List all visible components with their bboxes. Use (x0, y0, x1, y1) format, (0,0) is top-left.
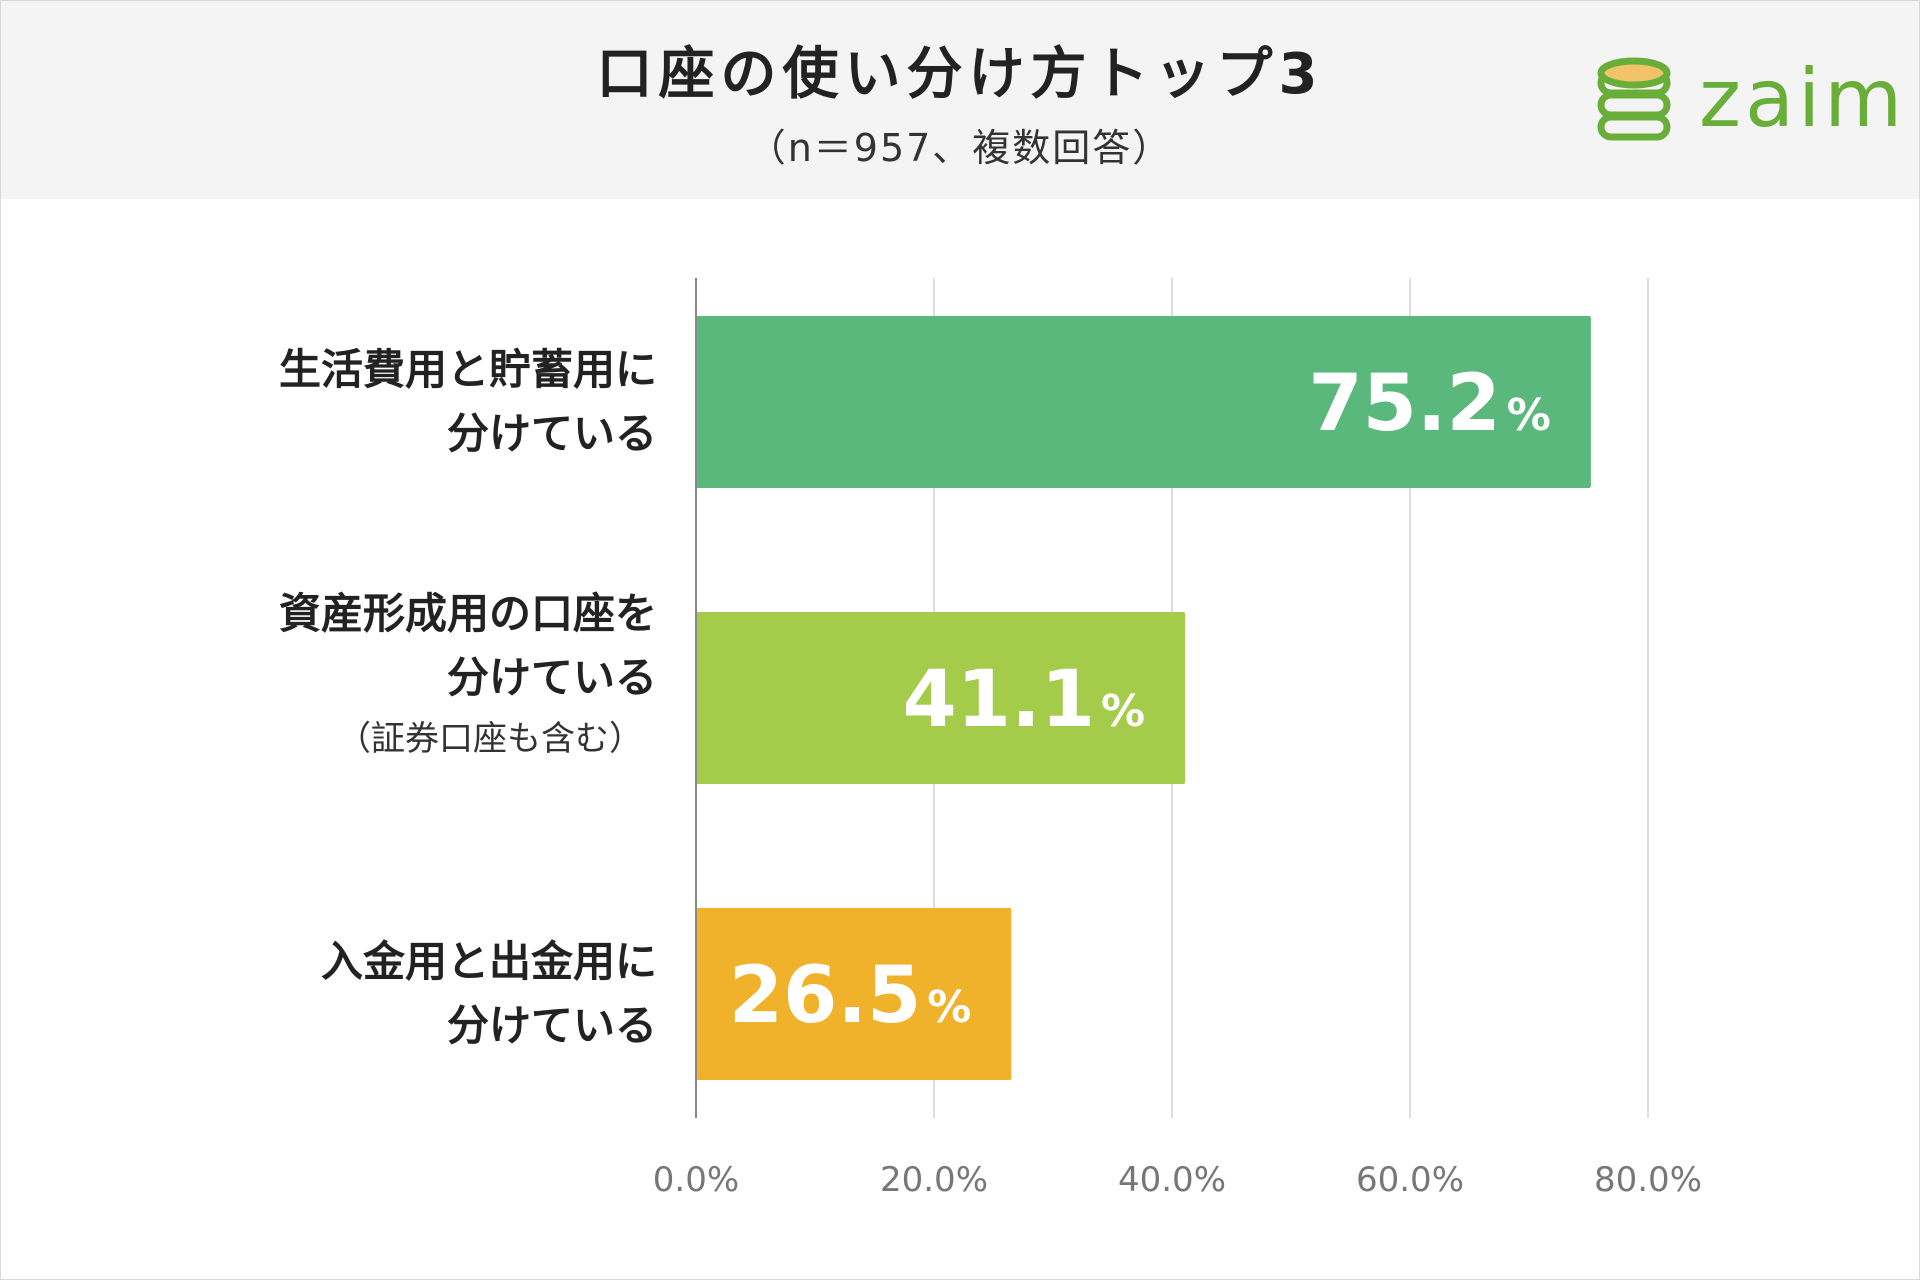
x-tick-label: 0.0% (653, 1160, 739, 1200)
bar-value-suffix: % (1507, 390, 1551, 441)
bar-value-number: 41.1 (903, 655, 1095, 745)
zaim-logo: zaim (1593, 51, 1906, 147)
x-tick-label: 40.0% (1118, 1160, 1226, 1200)
bar-value-suffix: % (1101, 686, 1145, 737)
bar (696, 908, 1012, 1080)
bar-value-number: 75.2 (1308, 359, 1500, 449)
category-label-line: 分けている (447, 409, 657, 458)
chart-title: 口座の使い分け方トップ3 (596, 42, 1324, 107)
bar-value-number: 26.5 (729, 951, 921, 1041)
bar-value-label: 75.2% (1308, 359, 1551, 449)
bar (696, 612, 1186, 784)
bar-value-suffix: % (927, 982, 971, 1033)
x-tick-label: 80.0% (1594, 1160, 1702, 1200)
logo-wordmark: zaim (1699, 52, 1907, 145)
category-label-line: 生活費用と貯蓄用に (279, 345, 657, 394)
x-tick-label: 60.0% (1356, 1160, 1464, 1200)
category-note: （証券口座も含む） (337, 719, 643, 759)
category-label-line: 分けている (447, 1001, 657, 1050)
bar (696, 316, 1591, 488)
coin-stack-icon (1597, 57, 1671, 141)
category-label-line: 分けている (447, 653, 657, 702)
category-label-line: 入金用と出金用に (321, 937, 657, 986)
bar-value-label: 41.1% (903, 655, 1146, 745)
header-band: 口座の使い分け方トップ3 （n＝957、複数回答） zaim (1, 1, 1919, 199)
category-label-line: 資産形成用の口座を (279, 589, 657, 638)
bar-value-label: 26.5% (729, 951, 972, 1041)
x-tick-label: 20.0% (880, 1160, 988, 1200)
chart-subtitle: （n＝957、複数回答） (747, 126, 1173, 170)
